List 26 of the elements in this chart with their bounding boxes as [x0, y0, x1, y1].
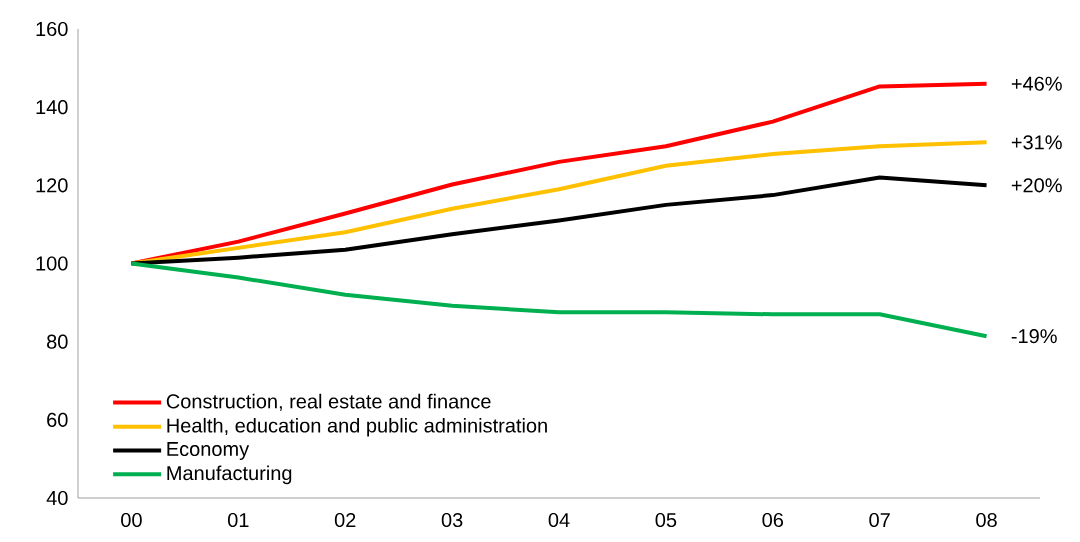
x-tick-label: 07 [869, 512, 890, 528]
x-tick-label: 00 [121, 512, 142, 528]
x-tick-label: 06 [762, 512, 784, 528]
annotation: +46% [1011, 76, 1062, 91]
x-tick-label: 04 [548, 512, 570, 528]
x-tick-label: 03 [441, 512, 463, 528]
line-series [129, 175, 989, 266]
y-tick-label: 60 [47, 412, 68, 427]
y-tick-label: 120 [36, 178, 68, 193]
x-tick-label: 05 [655, 512, 677, 528]
x-tick-label: 08 [976, 512, 997, 528]
y-tick-label: 140 [36, 100, 68, 115]
y-tick-label: 160 [36, 21, 68, 37]
y-tick-label: 100 [36, 256, 68, 271]
legend-label: Construction, real estate and finance [166, 393, 491, 411]
legend-label: Economy [167, 442, 250, 460]
x-tick-label: 01 [227, 512, 249, 528]
y-tick-label: 80 [47, 334, 68, 349]
legend-label: Manufacturing [167, 465, 292, 485]
y-tick-label: 40 [46, 490, 68, 506]
annotation: -19% [1011, 329, 1057, 344]
x-tick-label: 02 [334, 512, 356, 528]
line-series [129, 261, 989, 339]
annotation: +31% [1011, 135, 1062, 150]
annotation: +20% [1011, 178, 1062, 193]
legend-label: Health, education and public administration [167, 417, 547, 437]
